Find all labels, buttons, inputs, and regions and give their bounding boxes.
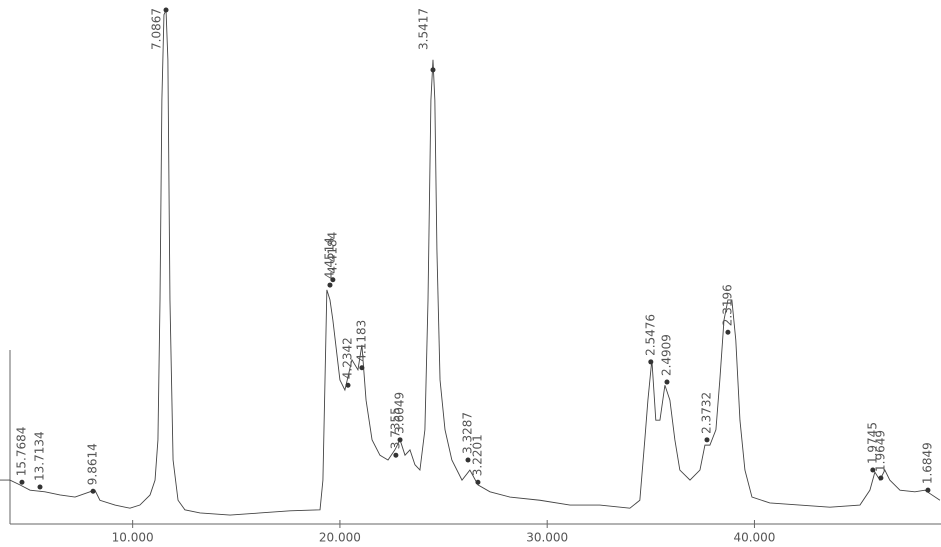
x-tick-label: 40.000 (733, 531, 775, 545)
peak-label: 2.3196 (720, 284, 734, 326)
peak-marker (925, 488, 930, 493)
peak-label: 2.5476 (643, 314, 657, 356)
peak-label: 4.4184 (325, 232, 339, 274)
peak-label: 1.9649 (873, 430, 887, 472)
x-tick-label: 30.000 (526, 531, 568, 545)
peak-marker (704, 437, 709, 442)
peak-label: 15.7684 (14, 427, 28, 477)
peak-label: 7.0867 (150, 8, 164, 50)
peak-marker (38, 485, 43, 490)
x-tick-label: 10.000 (112, 531, 154, 545)
x-tick-label: 20.000 (319, 531, 361, 545)
peak-marker (878, 475, 883, 480)
peak-label: 2.3732 (699, 392, 713, 434)
peak-label: 9.8614 (86, 443, 100, 485)
peak-label: 3.2201 (470, 434, 484, 476)
peak-marker (430, 67, 435, 72)
peak-marker (359, 365, 364, 370)
peak-marker (327, 283, 332, 288)
peak-label: 2.4909 (659, 334, 673, 376)
peak-marker (393, 453, 398, 458)
peak-label: 3.6049 (393, 392, 407, 434)
peak-label: 4.2342 (341, 337, 355, 379)
peak-marker (664, 380, 669, 385)
peak-marker (346, 383, 351, 388)
peak-marker (91, 489, 96, 494)
peak-marker (164, 8, 169, 13)
peak-label: 4.1183 (354, 320, 368, 362)
peak-label: 13.7134 (33, 431, 47, 481)
peak-marker (398, 437, 403, 442)
peak-label: 1.6849 (920, 442, 934, 484)
peak-marker (19, 480, 24, 485)
peak-label: 3.5417 (416, 8, 430, 50)
peak-marker (330, 277, 335, 282)
peak-marker (475, 480, 480, 485)
peak-marker (725, 330, 730, 335)
peak-marker (648, 359, 653, 364)
